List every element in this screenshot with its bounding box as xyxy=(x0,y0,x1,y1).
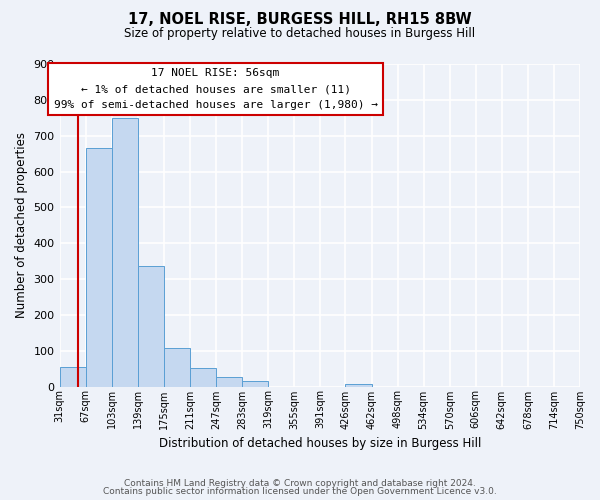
Text: Contains public sector information licensed under the Open Government Licence v3: Contains public sector information licen… xyxy=(103,487,497,496)
Bar xyxy=(112,118,138,386)
Bar xyxy=(242,382,268,386)
Y-axis label: Number of detached properties: Number of detached properties xyxy=(15,132,28,318)
Bar xyxy=(164,348,190,387)
Text: 17, NOEL RISE, BURGESS HILL, RH15 8BW: 17, NOEL RISE, BURGESS HILL, RH15 8BW xyxy=(128,12,472,28)
Bar xyxy=(346,384,371,386)
Text: 17 NOEL RISE: 56sqm
← 1% of detached houses are smaller (11)
99% of semi-detache: 17 NOEL RISE: 56sqm ← 1% of detached hou… xyxy=(53,68,377,110)
Bar xyxy=(86,148,112,386)
Text: Size of property relative to detached houses in Burgess Hill: Size of property relative to detached ho… xyxy=(124,28,476,40)
X-axis label: Distribution of detached houses by size in Burgess Hill: Distribution of detached houses by size … xyxy=(158,437,481,450)
Bar xyxy=(138,266,164,386)
Bar xyxy=(190,368,216,386)
Bar xyxy=(59,367,86,386)
Bar xyxy=(216,377,242,386)
Text: Contains HM Land Registry data © Crown copyright and database right 2024.: Contains HM Land Registry data © Crown c… xyxy=(124,478,476,488)
